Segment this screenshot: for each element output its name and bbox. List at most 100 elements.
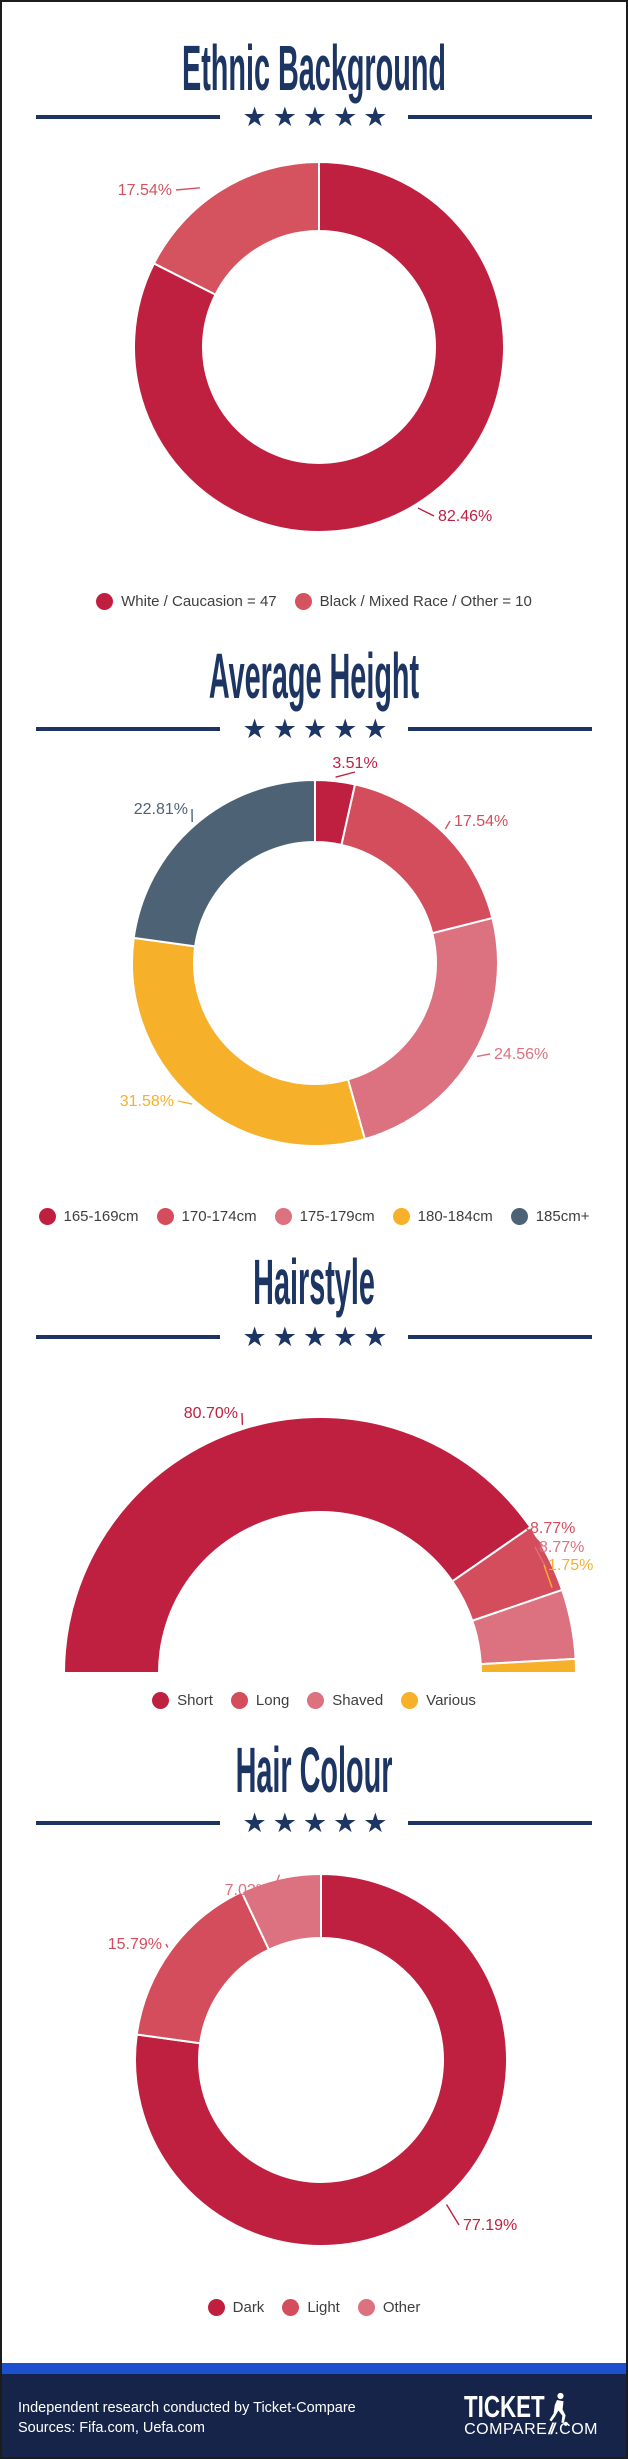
leader-line [476,1053,491,1058]
legend-item: Dark [207,2298,265,2316]
slice-hairstyle-various [479,1657,577,1674]
legend-dot-icon [274,1207,292,1225]
title-divider: ★★★★★ [36,1322,592,1352]
legend-dot-icon [152,1691,170,1709]
percent-label-hairstyle: 8.77% [539,1539,584,1556]
legend-dot-icon [510,1207,528,1225]
logo-text-com: .COM [554,2421,598,2438]
legend-item: Other [357,2298,421,2316]
percent-label-average_height: 31.58% [120,1093,174,1110]
percent-label-hairstyle: 80.70% [184,1405,238,1422]
divider-line [36,1821,221,1825]
legend-label: Various [426,1691,476,1709]
percent-label-average_height: 17.54% [454,813,508,830]
legend-hairstyle: Short Long Shaved Various [2,1689,626,1711]
divider-line [36,115,221,119]
slice-hair_colour-light [135,1890,270,2045]
leader-line [273,1874,281,1891]
legend-item: 180-184cm [392,1207,493,1225]
leader-line [534,1546,547,1569]
leader-line [165,1943,169,1948]
section-title-average-height: Average Height [208,640,420,712]
legend-average-height: 165-169cm 170-174cm 175-179cm 180-184cm 185c… [2,1205,626,1227]
five-stars-icon: ★★★★★ [242,1808,394,1838]
section-title-hairstyle: Hairstyle [253,1246,375,1318]
legend-dot-icon [294,592,312,610]
title-divider: ★★★★★ [36,714,592,744]
slice-hair_colour-dark [134,1873,508,2247]
footer-line2: Sources: Fifa.com, Uefa.com [18,2419,205,2436]
logo-text-compare: COMPARE [464,2421,548,2438]
title-divider: ★★★★★ [36,1808,592,1838]
leader-line [525,1527,543,1546]
logo-slashes: // [548,2421,555,2438]
legend-hair-colour: Dark Light Other [2,2296,626,2318]
legend-item: 165-169cm [38,1207,139,1225]
legend-dot-icon [307,1691,325,1709]
logo-text-ticket: TICKET [464,2389,545,2424]
legend-dot-icon [156,1207,174,1225]
leader-line [175,187,200,191]
slice-ethnic_background-black-mixed-race-other [152,161,320,296]
legend-label: 170-174cm [181,1207,257,1225]
legend-dot-icon [38,1207,56,1225]
percent-label-hairstyle: 8.77% [530,1520,575,1537]
leader-line [417,507,435,517]
slice-hairstyle-short [63,1416,532,1674]
legend-item: Various [401,1691,476,1709]
footer-accent-strip [2,2363,626,2374]
legend-label: Dark [232,2298,265,2316]
divider-line [407,1821,592,1825]
slice-average_height-180-184cm [131,936,366,1147]
footer: Independent research conducted by Ticket… [2,2363,626,2457]
percent-label-hair_colour: 77.19% [463,2217,517,2234]
legend-item: 170-174cm [156,1207,257,1225]
legend-item: 185cm+ [510,1207,590,1225]
legend-label: 180-184cm [417,1207,493,1225]
slice-hair_colour-other [240,1873,322,1951]
footer-line1: Independent research conducted by Ticket… [18,2400,356,2416]
percent-label-hairstyle: 1.75% [548,1557,593,1574]
percent-label-average_height: 22.81% [134,801,188,818]
section-title-hair-colour: Hair Colour [235,1734,393,1806]
legend-dot-icon [282,2298,300,2316]
legend-ethnic-background: White / Caucasion = 47 Black / Mixed Race… [2,590,626,612]
leader-line [335,771,356,778]
slice-average_height-175-179cm [346,917,499,1141]
percent-label-average_height: 24.56% [494,1046,548,1063]
legend-dot-icon [392,1207,410,1225]
legend-label: Long [255,1691,290,1709]
legend-item: White / Caucasion = 47 [96,592,277,610]
percent-label-ethnic_background: 17.54% [118,182,172,199]
percent-label-average_height: 3.51% [332,755,377,772]
legend-label: Shaved [332,1691,384,1709]
legend-item: 175-179cm [274,1207,375,1225]
divider-line [36,1335,221,1339]
legend-label: 175-179cm [299,1207,375,1225]
legend-label: White / Caucasion = 47 [121,592,277,610]
five-stars-icon: ★★★★★ [242,714,394,744]
slice-average_height-170-174cm [340,783,494,935]
legend-label: 185cm+ [535,1207,590,1225]
legend-item: Light [282,2298,340,2316]
percent-label-ethnic_background: 82.46% [438,508,492,525]
legend-item: Shaved [307,1691,384,1709]
five-stars-icon: ★★★★★ [242,1322,394,1352]
slice-ethnic_background-white-caucasion [133,161,505,533]
legend-item: Short [152,1691,213,1709]
leader-line [177,1100,193,1105]
legend-label: Other [382,2298,421,2316]
divider-line [407,727,592,731]
legend-label: Short [177,1691,213,1709]
percent-label-hair_colour: 15.79% [108,1936,162,1953]
legend-dot-icon [357,2298,375,2316]
slice-average_height-185cm+ [132,779,316,948]
legend-dot-icon [230,1691,248,1709]
legend-item: Long [230,1691,290,1709]
divider-line [407,115,592,119]
legend-dot-icon [401,1691,419,1709]
legend-label: Light [307,2298,340,2316]
leader-line [543,1564,553,1588]
